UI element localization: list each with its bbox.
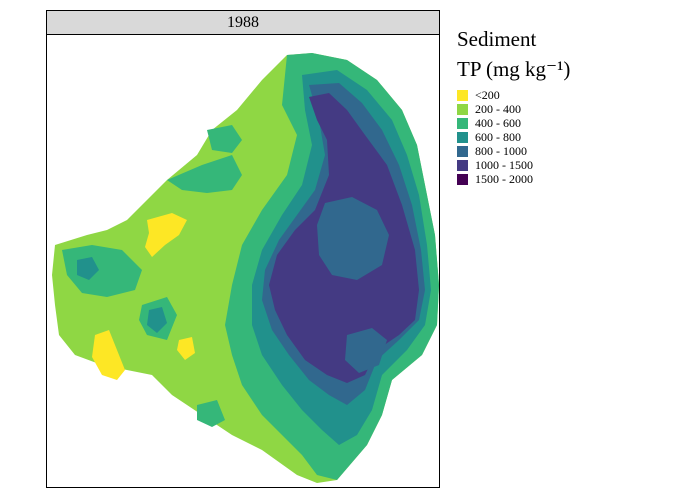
legend-label: 600 - 800 xyxy=(475,129,521,144)
sediment-tp-map xyxy=(52,53,439,483)
legend-item: <200 xyxy=(457,88,570,102)
legend-item: 1000 - 1500 xyxy=(457,158,570,172)
legend-item: 400 - 600 xyxy=(457,116,570,130)
legend-swatch xyxy=(457,103,468,115)
legend-swatch xyxy=(457,131,468,143)
legend-label: 400 - 600 xyxy=(475,115,521,130)
zone-lt200-a xyxy=(145,213,187,257)
zone-600-800-west-b xyxy=(147,307,167,333)
legend: Sediment TP (mg kg⁻¹) <200 200 - 400 400 -… xyxy=(457,24,570,186)
legend-label: 800 - 1000 xyxy=(475,143,527,158)
zone-400-600-west-d xyxy=(207,125,242,153)
zone-800-1000-inner xyxy=(317,197,389,280)
legend-item: 200 - 400 xyxy=(457,102,570,116)
legend-swatch xyxy=(457,173,468,185)
legend-swatch xyxy=(457,145,468,157)
zone-600-800-west-a xyxy=(77,257,99,280)
legend-item: 600 - 800 xyxy=(457,130,570,144)
legend-label: 1500 - 2000 xyxy=(475,171,533,186)
panel-strip-label: 1988 xyxy=(227,13,259,31)
legend-label: <200 xyxy=(475,87,500,102)
legend-title-line2: TP (mg kg⁻¹) xyxy=(457,57,571,81)
legend-label: 1000 - 1500 xyxy=(475,157,533,172)
zone-800-1000-se xyxy=(345,328,387,373)
zone-lt200-c xyxy=(177,337,195,360)
zone-400-600-west-e xyxy=(197,400,225,427)
legend-item: 1500 - 2000 xyxy=(457,172,570,186)
zone-400-600-west-a xyxy=(167,155,242,193)
legend-swatch xyxy=(457,89,468,101)
legend-swatch xyxy=(457,117,468,129)
panel-strip: 1988 xyxy=(47,11,439,35)
legend-items: <200 200 - 400 400 - 600 600 - 800 800 - 100… xyxy=(457,88,570,186)
legend-label: 200 - 400 xyxy=(475,101,521,116)
legend-title-line1: Sediment xyxy=(457,27,537,51)
map-panel: 1988 xyxy=(46,10,440,488)
legend-swatch xyxy=(457,159,468,171)
zone-400-600-west-b xyxy=(62,245,142,297)
zone-lt200-b xyxy=(92,330,125,380)
legend-item: 800 - 1000 xyxy=(457,144,570,158)
